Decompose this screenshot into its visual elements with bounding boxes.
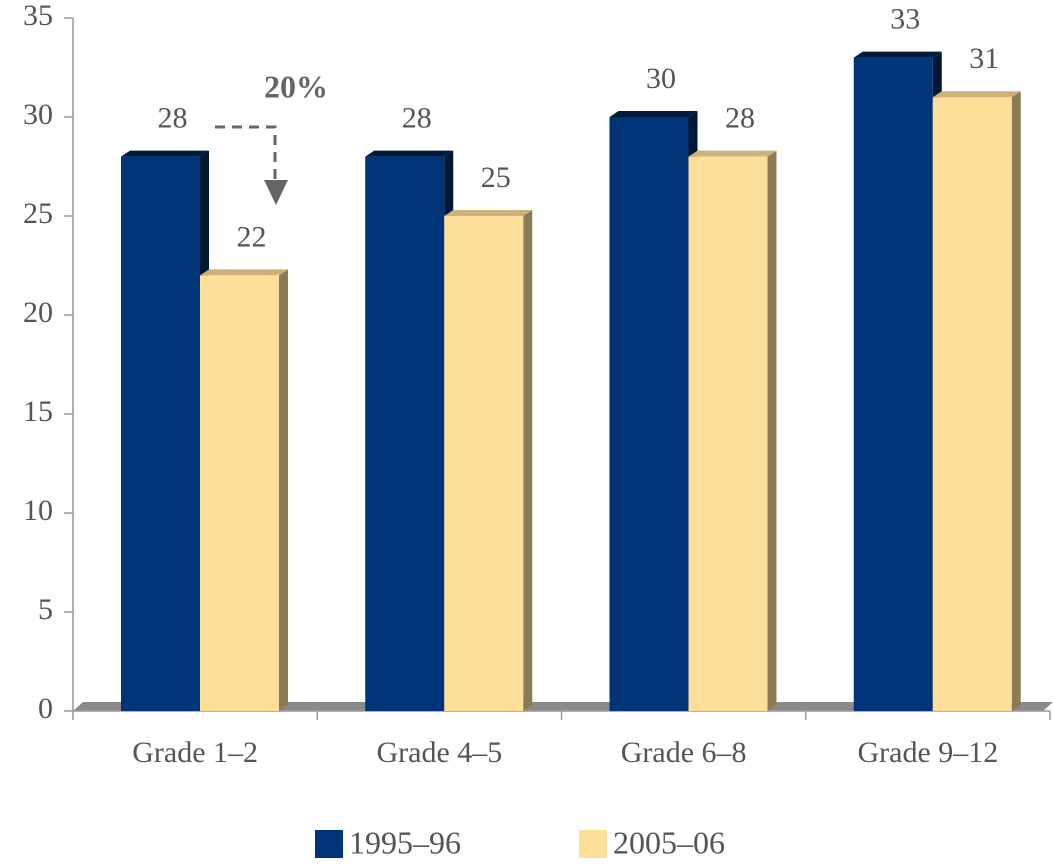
bar-side bbox=[1011, 91, 1021, 711]
bar-top bbox=[609, 111, 698, 117]
x-tick-label: Grade 6–8 bbox=[621, 736, 747, 769]
bar bbox=[853, 51, 942, 712]
value-label: 25 bbox=[481, 161, 511, 194]
dashed-line bbox=[215, 125, 277, 182]
x-tick-label: Grade 9–12 bbox=[857, 736, 998, 769]
bar-front bbox=[365, 156, 445, 712]
bar-front bbox=[200, 275, 279, 711]
bar-top bbox=[365, 150, 454, 157]
bar-front bbox=[853, 57, 933, 712]
value-label: 33 bbox=[890, 2, 920, 35]
y-tick-label: 35 bbox=[23, 0, 53, 32]
bar-front bbox=[609, 117, 689, 711]
bar bbox=[200, 269, 288, 711]
x-tick-label: Grade 1–2 bbox=[132, 736, 258, 769]
bar-front bbox=[444, 216, 524, 711]
bar-front bbox=[121, 156, 200, 712]
bar-top bbox=[932, 91, 1021, 98]
bar bbox=[444, 210, 533, 711]
value-label: 28 bbox=[158, 101, 188, 134]
arrow-head bbox=[264, 180, 288, 205]
bar-top bbox=[688, 150, 777, 157]
bar bbox=[365, 150, 454, 712]
y-tick-label: 0 bbox=[38, 692, 53, 725]
bar-side bbox=[523, 210, 533, 711]
bar bbox=[609, 111, 698, 711]
y-tick-label: 15 bbox=[23, 395, 53, 428]
legend-label: 1995–96 bbox=[349, 824, 461, 860]
value-label: 22 bbox=[237, 220, 267, 253]
annotation: 20% bbox=[264, 68, 328, 104]
y-tick-label: 30 bbox=[23, 98, 53, 131]
value-label: 28 bbox=[725, 101, 755, 134]
bar bbox=[121, 150, 209, 712]
y-tick-label: 5 bbox=[38, 593, 53, 626]
y-tick-label: 20 bbox=[23, 296, 53, 329]
bar-top bbox=[853, 51, 942, 58]
value-label: 28 bbox=[402, 101, 432, 134]
bar-side bbox=[767, 150, 777, 712]
y-tick-label: 10 bbox=[23, 494, 53, 527]
x-tick-label: Grade 4–5 bbox=[376, 736, 502, 769]
y-tick-label: 25 bbox=[23, 197, 53, 230]
value-label: 30 bbox=[646, 62, 676, 95]
bar bbox=[932, 91, 1021, 711]
bar-front bbox=[932, 97, 1012, 711]
bar-top bbox=[200, 269, 288, 276]
bar bbox=[688, 150, 777, 712]
floor bbox=[73, 702, 1053, 711]
legend-swatch bbox=[315, 830, 343, 858]
value-label: 31 bbox=[969, 42, 999, 75]
bar-side bbox=[279, 269, 288, 711]
bar-front bbox=[688, 156, 768, 712]
legend-swatch bbox=[579, 830, 607, 858]
annotation-arrow bbox=[215, 125, 288, 205]
bar-top bbox=[444, 210, 533, 216]
legend-label: 2005–06 bbox=[613, 824, 725, 860]
bar-top bbox=[121, 150, 209, 157]
